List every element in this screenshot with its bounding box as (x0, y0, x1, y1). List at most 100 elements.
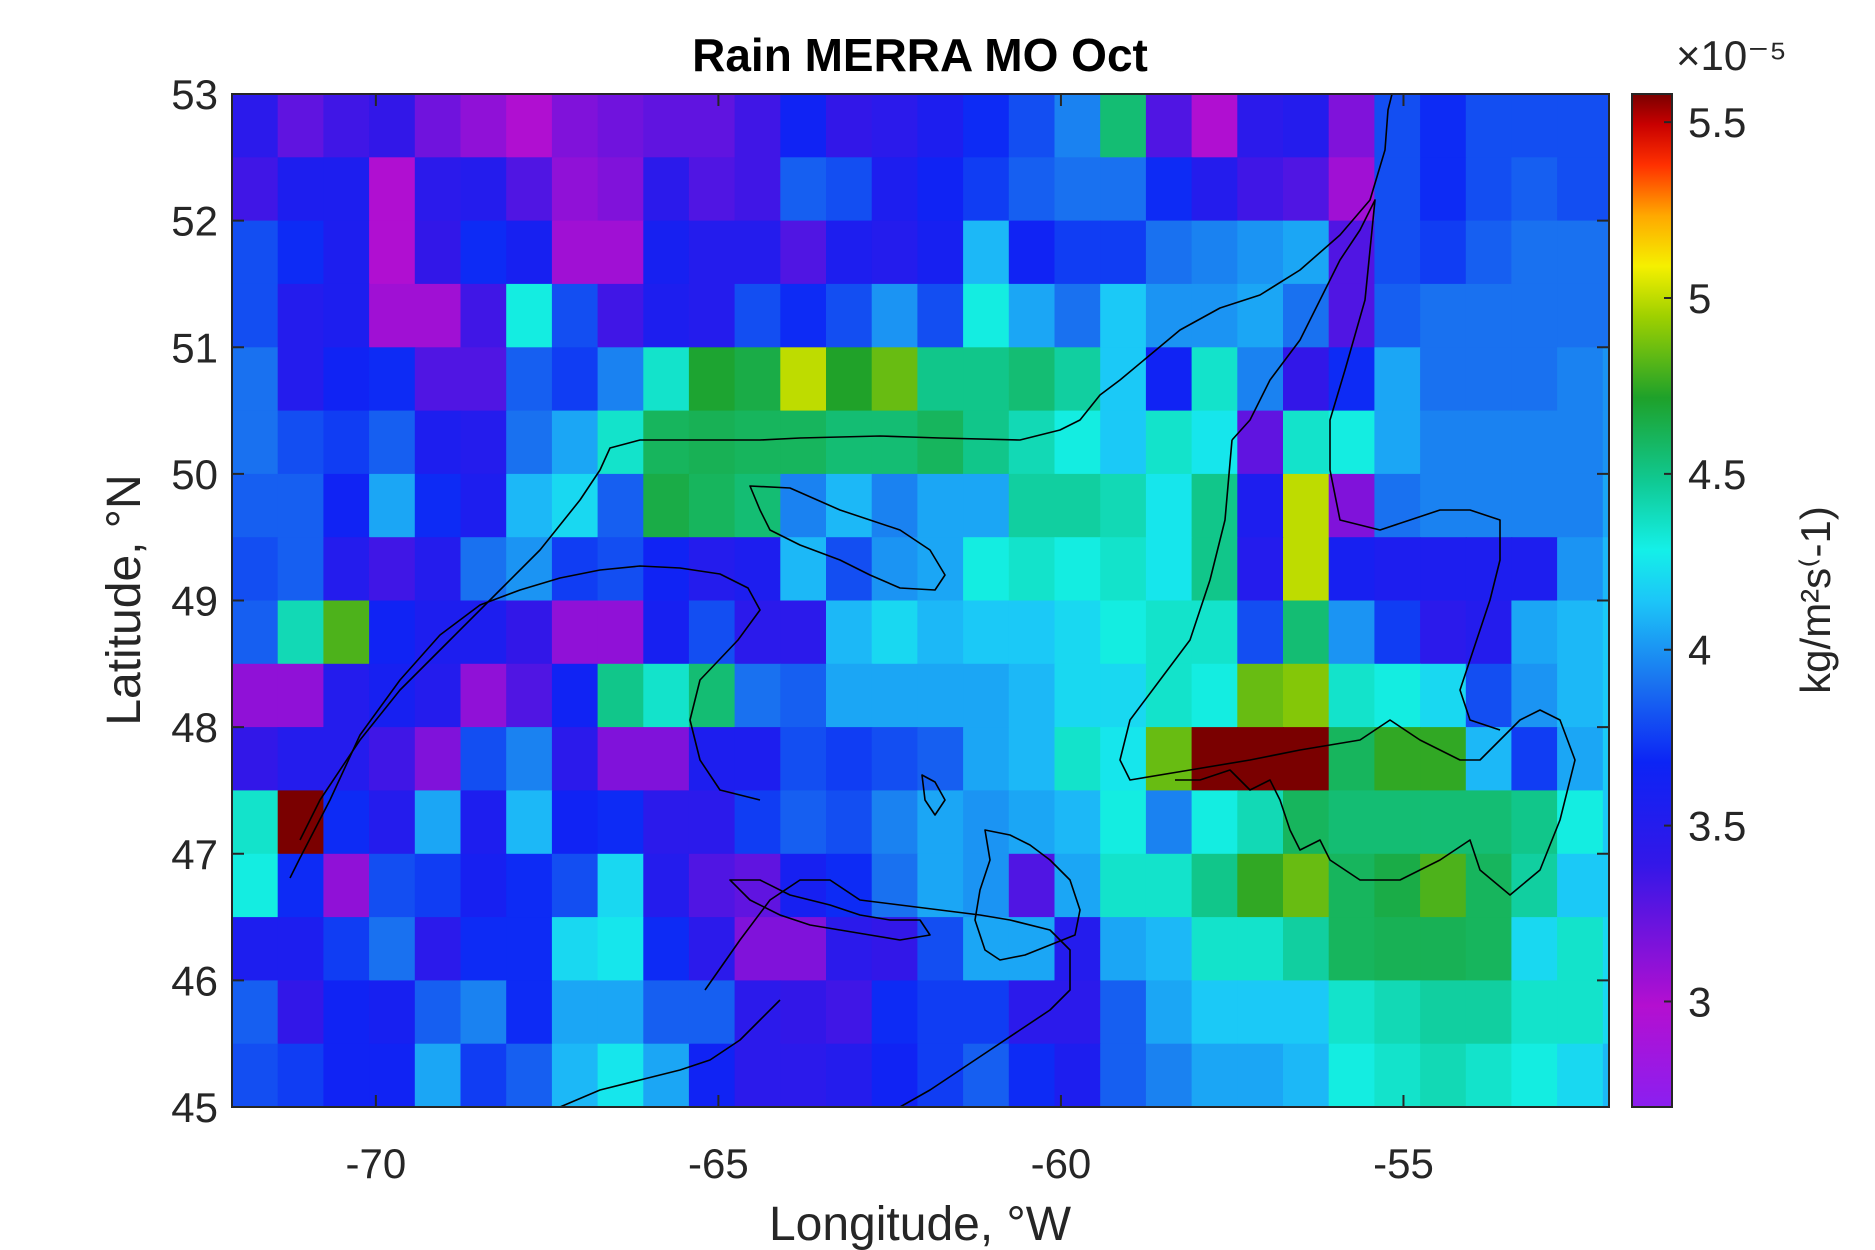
heatmap-cell (1054, 347, 1101, 412)
heatmap-cell (780, 917, 827, 982)
heatmap-cell (826, 727, 873, 792)
heatmap-cell (1191, 537, 1239, 602)
heatmap-cell (1008, 410, 1056, 475)
heatmap-cell (1602, 347, 1609, 412)
heatmap-cell (1420, 94, 1467, 159)
heatmap-cell (551, 600, 599, 665)
heatmap-cell (1511, 600, 1558, 665)
heatmap-cell (871, 917, 919, 982)
heatmap-cell (1420, 790, 1467, 855)
heatmap-cell (323, 283, 370, 348)
heatmap-cell (1511, 220, 1558, 285)
heatmap-cell (1100, 1043, 1147, 1107)
heatmap-cell (1420, 283, 1467, 348)
heatmap-cell (506, 157, 553, 222)
heatmap-cell (780, 1107, 827, 1171)
heatmap-cell (643, 410, 690, 475)
heatmap-cell (277, 537, 325, 602)
heatmap-cell (1602, 157, 1609, 222)
heatmap-cell (734, 790, 782, 855)
heatmap-cell (1237, 790, 1284, 855)
heatmap-cell (1191, 917, 1239, 982)
heatmap-cell (551, 220, 599, 285)
heatmap-cell (1008, 853, 1056, 918)
heatmap-cell (551, 790, 599, 855)
heatmap-cell (232, 600, 279, 665)
heatmap-cells (232, 94, 1609, 1171)
heatmap-cell (1602, 94, 1609, 159)
heatmap-cell (734, 600, 782, 665)
heatmap-cell (1511, 157, 1558, 222)
heatmap-cell (1008, 663, 1056, 728)
heatmap-cell (688, 94, 736, 159)
heatmap-cell (1420, 1043, 1467, 1107)
heatmap-cell (780, 727, 827, 792)
heatmap-cell (1237, 347, 1284, 412)
heatmap-cell (414, 537, 462, 602)
heatmap-cell (1008, 157, 1056, 222)
heatmap-cell (1602, 283, 1609, 348)
heatmap-cell (1237, 94, 1284, 159)
heatmap-cell (369, 157, 416, 222)
heatmap-cell (551, 917, 599, 982)
heatmap-cell (826, 600, 873, 665)
heatmap-cell (597, 980, 645, 1045)
heatmap-cell (1466, 1107, 1513, 1171)
heatmap-cell (1374, 94, 1421, 159)
heatmap-cell (643, 537, 690, 602)
heatmap-cell (688, 283, 736, 348)
heatmap-cell (734, 917, 782, 982)
heatmap-cell (826, 853, 873, 918)
heatmap-cell (1100, 600, 1147, 665)
heatmap-cell (1008, 790, 1056, 855)
heatmap-cell (1100, 980, 1147, 1045)
heatmap-cell (734, 220, 782, 285)
heatmap-cell (551, 410, 599, 475)
heatmap-cell (506, 727, 553, 792)
heatmap-cell (1420, 410, 1467, 475)
heatmap-cell (597, 220, 645, 285)
heatmap-cell (1420, 347, 1467, 412)
heatmap-cell (1465, 663, 1513, 728)
heatmap-cell (461, 1107, 508, 1171)
heatmap-cell (688, 537, 736, 602)
heatmap-cell (460, 473, 507, 538)
heatmap-cell (963, 473, 1010, 538)
heatmap-cell (1145, 283, 1193, 348)
heatmap-cell (506, 1107, 553, 1171)
heatmap-cell (1191, 790, 1239, 855)
heatmap-cell (826, 473, 873, 538)
heatmap-cell (1237, 220, 1284, 285)
heatmap-cell (1465, 1043, 1513, 1107)
x-axis-label: Longitude, °W (769, 1198, 1072, 1250)
heatmap-cell (1465, 410, 1513, 475)
heatmap-cell (1465, 537, 1513, 602)
heatmap-cell (415, 1107, 462, 1171)
heatmap-cell (1328, 790, 1376, 855)
heatmap-cell (1145, 94, 1193, 159)
heatmap-cell (323, 537, 370, 602)
heatmap-cell (963, 283, 1010, 348)
heatmap-cell (1602, 727, 1609, 792)
heatmap-cell (1374, 853, 1421, 918)
heatmap-cell (597, 473, 645, 538)
heatmap-cell (1283, 537, 1330, 602)
heatmap-cell (460, 283, 507, 348)
heatmap-cell (1008, 600, 1056, 665)
heatmap-cell (734, 347, 782, 412)
heatmap-cell (1054, 663, 1101, 728)
heatmap-cell (871, 410, 919, 475)
heatmap-cell (917, 157, 964, 222)
heatmap-cell (1008, 917, 1056, 982)
heatmap-cell (232, 727, 279, 792)
heatmap-cell (1145, 537, 1193, 602)
heatmap-cell (963, 537, 1010, 602)
heatmap-cell (277, 917, 325, 982)
heatmap-cell (1100, 283, 1147, 348)
heatmap-cell (826, 283, 873, 348)
heatmap-cell (1191, 727, 1239, 792)
heatmap-cell (1420, 473, 1467, 538)
heatmap-cell (1054, 1043, 1101, 1107)
heatmap-cell (597, 157, 645, 222)
heatmap-cell (232, 663, 279, 728)
